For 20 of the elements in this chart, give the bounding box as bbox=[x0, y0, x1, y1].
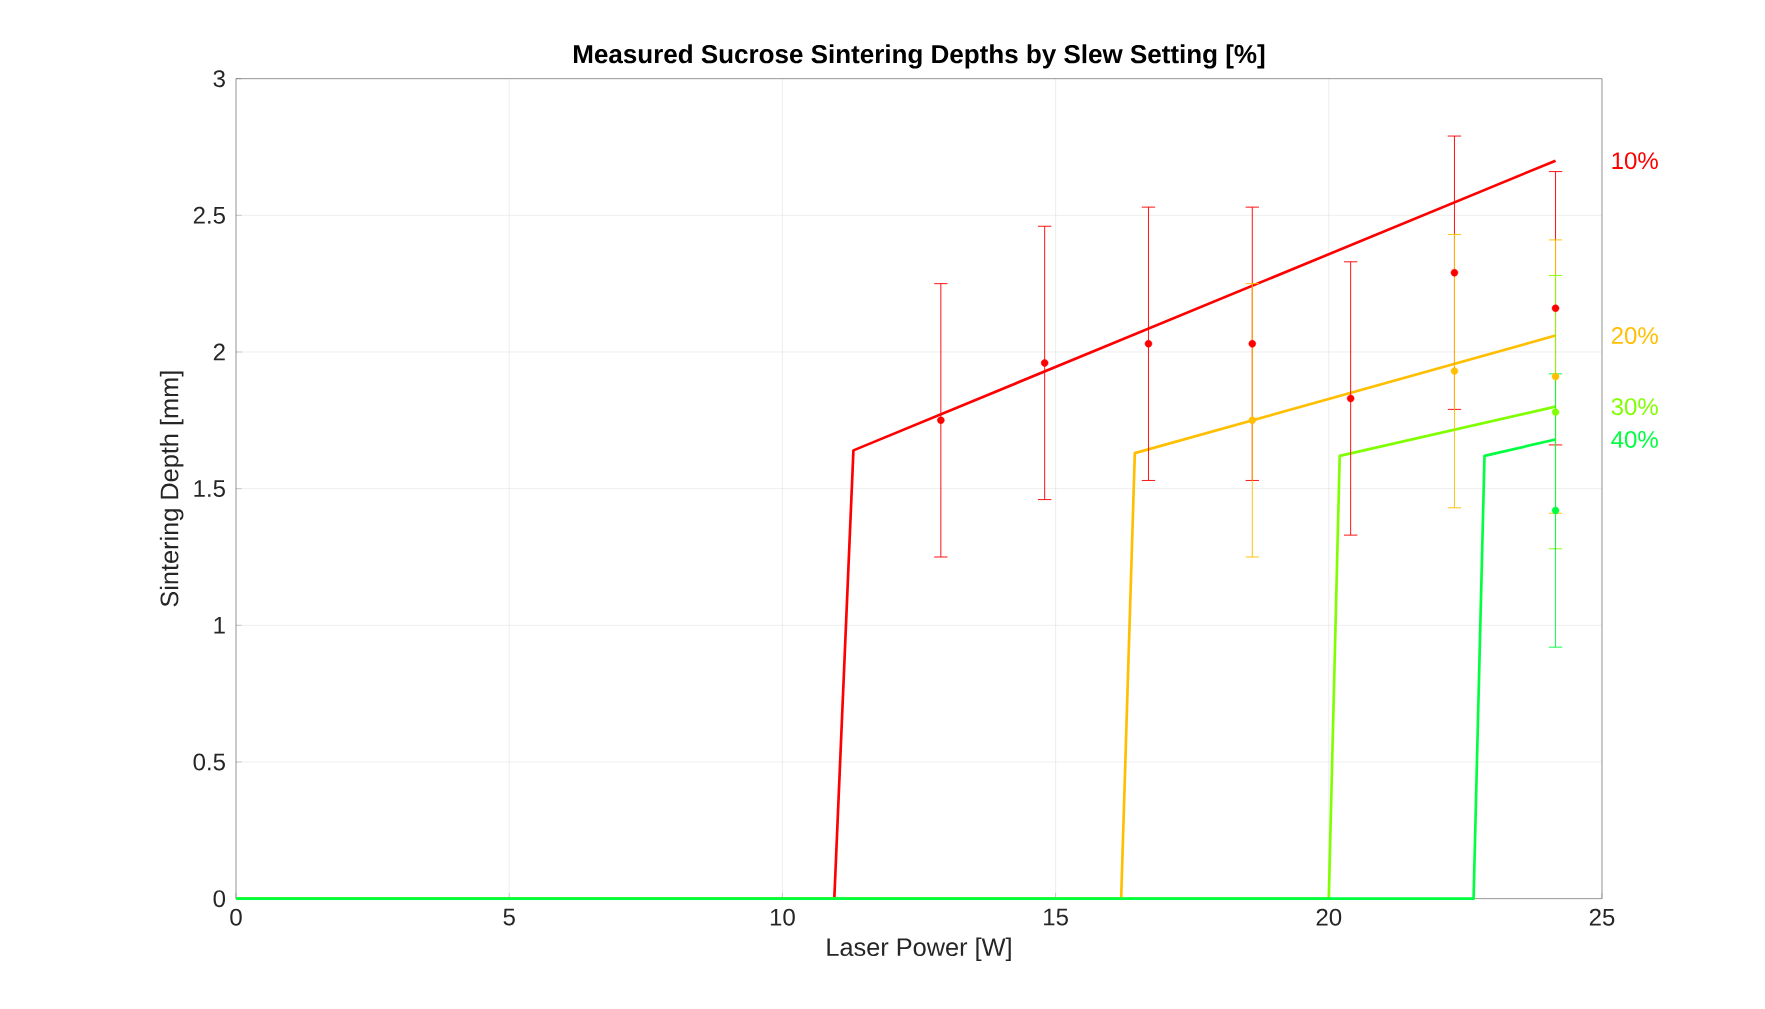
x-tick-label: 20 bbox=[1316, 908, 1342, 926]
y-tick-label: 1.5 bbox=[194, 480, 225, 498]
x-tick-label: 5 bbox=[503, 908, 515, 926]
text: 10% bbox=[1612, 152, 1658, 170]
y-tick-label: 0 bbox=[213, 890, 226, 908]
y-tick-label: 2 bbox=[213, 343, 225, 361]
x-tick-label: 15 bbox=[1044, 908, 1068, 926]
x-axis-title: Laser Power [W] bbox=[827, 937, 1011, 962]
x-tick-label: 25 bbox=[1589, 908, 1615, 926]
y-tick-label: 1 bbox=[214, 617, 225, 634]
y-tick-label: 3 bbox=[213, 70, 225, 88]
y-tick-label: 0.5 bbox=[193, 753, 225, 771]
text: 20% bbox=[1611, 327, 1658, 345]
y-axis-title: Sintering Depth [mm] bbox=[159, 371, 184, 607]
y-tick-label: 2.5 bbox=[193, 206, 225, 224]
chart-title: Measured Sucrose Sintering Depths by Slew Setting [%] bbox=[574, 44, 1265, 69]
x-tick-label: 0 bbox=[230, 908, 242, 926]
x-tick-label: 10 bbox=[770, 908, 795, 926]
text: 40% bbox=[1611, 430, 1658, 448]
text: 30% bbox=[1611, 398, 1658, 416]
